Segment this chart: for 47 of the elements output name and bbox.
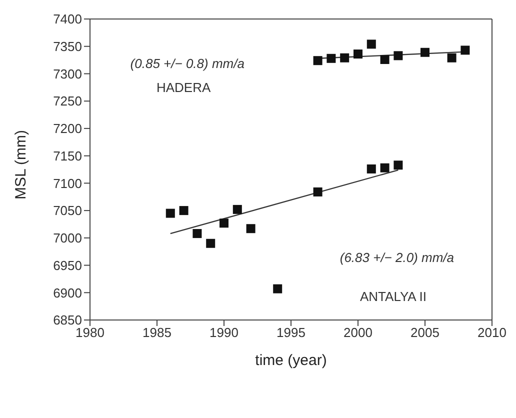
point xyxy=(380,163,390,172)
point xyxy=(460,46,470,55)
x-axis-title: time (year) xyxy=(255,352,327,369)
point xyxy=(220,218,228,228)
y-tick-label: 7300 xyxy=(53,66,82,82)
y-tick-label: 7050 xyxy=(53,203,82,218)
annotation: (0.85 +/− 0.8) mm/a xyxy=(130,56,244,72)
point xyxy=(340,53,350,62)
point xyxy=(394,160,403,170)
point xyxy=(246,224,256,234)
point xyxy=(447,53,456,62)
point xyxy=(232,204,242,214)
y-tick-label: 7100 xyxy=(53,176,82,191)
point xyxy=(313,187,322,196)
point xyxy=(273,284,282,294)
point xyxy=(179,206,188,216)
point xyxy=(166,208,175,218)
x-tick-label: 1990 xyxy=(210,325,238,340)
y-tick-label: 7350 xyxy=(53,38,82,54)
y-tick-label: 6900 xyxy=(53,285,82,300)
x-tick-label: 2000 xyxy=(344,325,372,340)
y-tick-label: 6950 xyxy=(53,258,82,273)
point xyxy=(380,55,390,64)
y-tick-label: 7400 xyxy=(53,12,82,27)
y-tick-label: 7250 xyxy=(53,94,82,109)
point xyxy=(420,48,430,57)
y-axis-title: MSL (mm) xyxy=(12,130,30,200)
annotation: HADERA xyxy=(156,80,211,96)
point xyxy=(394,51,403,60)
x-tick-label: 1995 xyxy=(276,325,306,340)
annotation: (6.83 +/− 2.0) mm/a xyxy=(340,250,454,266)
y-tick-label: 6850 xyxy=(53,312,82,328)
point xyxy=(366,164,376,174)
point xyxy=(326,54,336,63)
point xyxy=(354,50,362,59)
annotation: ANTALYA II xyxy=(360,288,426,304)
point xyxy=(192,229,202,238)
point xyxy=(206,238,216,248)
x-tick-label: 2010 xyxy=(478,325,506,340)
x-tick-label: 2005 xyxy=(410,325,440,340)
x-tick-label: 1980 xyxy=(76,325,104,340)
y-tick-label: 7200 xyxy=(53,121,82,136)
point xyxy=(366,40,376,49)
y-tick-label: 7000 xyxy=(53,230,82,246)
y-tick-label: 7150 xyxy=(53,148,82,164)
x-tick-label: 1985 xyxy=(142,325,172,340)
point xyxy=(313,56,322,66)
